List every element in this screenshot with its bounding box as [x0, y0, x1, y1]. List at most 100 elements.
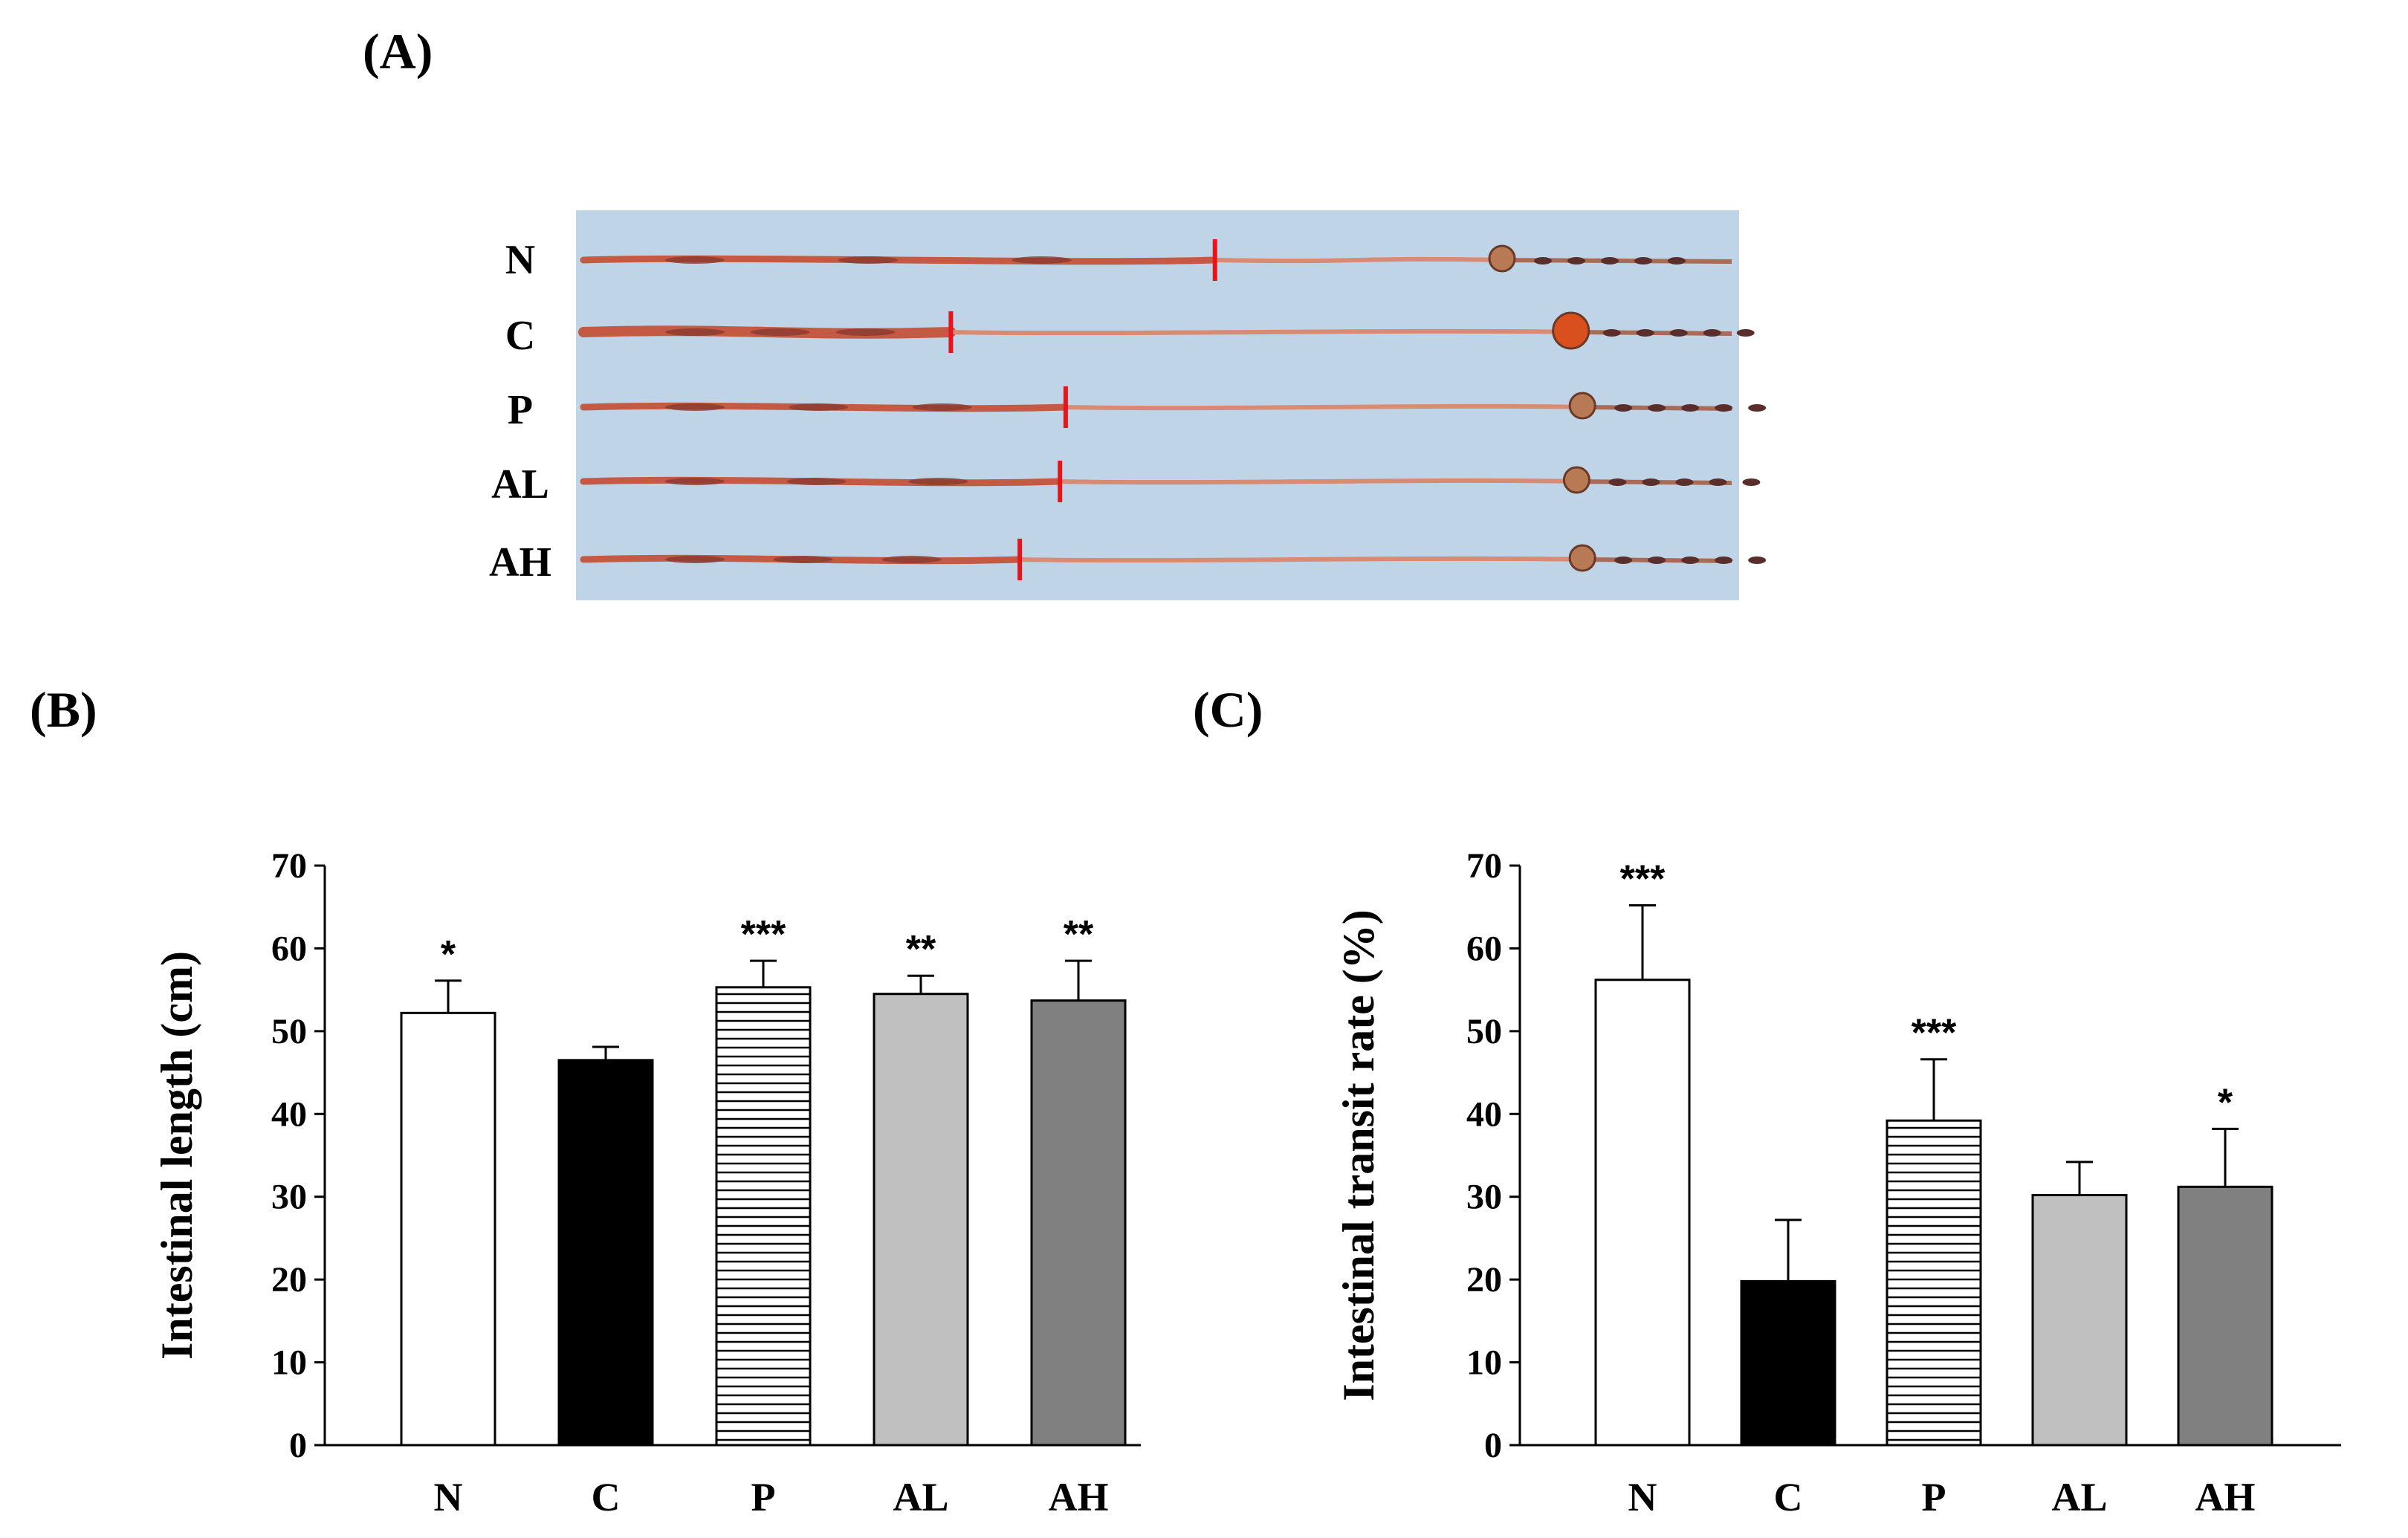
content-patch: [665, 478, 725, 485]
x-tick-label-b-ah: AH: [1049, 1475, 1109, 1519]
x-tick-label-c-n: N: [1628, 1475, 1657, 1519]
fecal-pellet: [1709, 478, 1727, 486]
bar-c-c: [1740, 1279, 1836, 1447]
y-tick-label-c: 50: [1466, 1012, 1502, 1051]
content-patch: [908, 478, 968, 485]
intestine-distal-n: [1214, 256, 1503, 264]
content-patch: [789, 403, 849, 411]
content-patch: [838, 256, 899, 264]
panel-c-letter: (C): [1193, 681, 1263, 738]
fecal-pellet: [1736, 329, 1755, 337]
y-tick-label-c: 10: [1466, 1343, 1502, 1383]
row-label-ah: AH: [489, 539, 551, 585]
x-tick-label-c-p: P: [1922, 1475, 1946, 1519]
panel-a-photo: [576, 210, 1767, 600]
content-patch: [786, 478, 847, 485]
intestine-strip-p: [580, 386, 1767, 428]
row-label-p: P: [508, 387, 533, 433]
fecal-pellet: [1648, 404, 1666, 412]
y-tick-label-b: 50: [271, 1012, 307, 1051]
x-tick-label-b-c: C: [592, 1475, 621, 1519]
cecum-al: [1562, 466, 1590, 494]
fecal-pellet: [1681, 404, 1700, 412]
fecal-pellet: [1748, 404, 1767, 412]
fecal-pellet: [1715, 557, 1733, 564]
intestine-strip-n: [580, 239, 1732, 281]
bar-b-ah: [1030, 999, 1127, 1447]
bar-c-p: [1886, 1119, 1982, 1447]
intestine-proximal-n: [580, 255, 1219, 265]
significance-b-ah: **: [1064, 913, 1094, 956]
fecal-pellet: [1648, 557, 1666, 564]
intestine-distal-p: [1065, 403, 1583, 411]
y-tick-label-c: 0: [1484, 1426, 1502, 1465]
x-tick-label-b-n: N: [434, 1475, 463, 1519]
x-tick-label-c-al: AL: [2051, 1475, 2107, 1519]
y-tick-label-c: 70: [1466, 846, 1502, 886]
cecum-n: [1488, 244, 1516, 273]
significance-b-p: ***: [741, 913, 786, 956]
fecal-pellet: [1636, 329, 1654, 337]
significance-c-n: ***: [1620, 857, 1666, 901]
fecal-pellet: [1614, 404, 1633, 412]
panel-b-letter: (B): [30, 681, 97, 738]
y-tick-label-b: 30: [271, 1178, 307, 1217]
chart-b: 0 10 20 30 40 50 60 70 Intestinal length (cm) * N C…: [152, 846, 1141, 1519]
intestine-strip-c: [578, 311, 1755, 353]
bar-c-ah: [2177, 1185, 2273, 1447]
x-tick-label-b-al: AL: [893, 1475, 948, 1519]
panel-a-letter: (A): [363, 23, 433, 80]
content-patch: [750, 328, 810, 336]
bar-b-al: [873, 993, 969, 1447]
fecal-pellet: [1703, 329, 1721, 337]
row-label-c: C: [505, 313, 535, 359]
fecal-pellet: [1642, 478, 1660, 486]
bar-b-n: [400, 1011, 496, 1447]
significance-b-n: *: [441, 933, 456, 976]
y-tick-label-b: 0: [289, 1426, 307, 1465]
y-axis-label-b: Intestinal length (cm): [152, 951, 201, 1360]
row-label-n: N: [505, 237, 535, 283]
fecal-pellet: [1634, 257, 1652, 265]
cecum-c: [1552, 311, 1590, 350]
cecum-ah: [1568, 544, 1596, 572]
bar-b-c: [557, 1059, 654, 1447]
row-label-al: AL: [491, 461, 549, 507]
fecal-pellet: [1567, 257, 1585, 265]
content-patch: [1012, 256, 1072, 264]
fecal-pellet: [1742, 478, 1761, 486]
bar-c-al: [2031, 1193, 2128, 1447]
fecal-pellet: [1601, 257, 1619, 265]
content-patch: [665, 556, 725, 563]
content-patch: [912, 403, 972, 411]
y-tick-label-c: 20: [1466, 1260, 1502, 1299]
intestine-distal-ah: [1020, 556, 1583, 563]
fecal-pellet: [1608, 478, 1627, 486]
intestine-distal-c: [951, 328, 1571, 336]
fecal-pellet: [1748, 557, 1767, 564]
significance-c-p: ***: [1912, 1012, 1957, 1055]
significance-b-al: **: [906, 928, 936, 971]
chart-c: 0 10 20 30 40 50 60 70 Intestinal transit rate (…: [1334, 846, 2341, 1519]
content-patch: [773, 556, 833, 563]
content-patch: [881, 556, 942, 563]
y-tick-label-c: 60: [1466, 929, 1502, 968]
bar-c-n: [1594, 979, 1691, 1447]
y-tick-label-b: 40: [271, 1094, 307, 1134]
bar-b-p: [715, 986, 812, 1447]
fecal-pellet: [1668, 257, 1686, 265]
y-tick-label-b: 60: [271, 929, 307, 968]
y-tick-label-c: 30: [1466, 1178, 1502, 1217]
content-patch: [665, 256, 725, 264]
y-tick-label-b: 10: [271, 1343, 307, 1383]
fecal-pellet: [1534, 257, 1552, 265]
x-tick-label-c-ah: AH: [2195, 1475, 2256, 1519]
panel-a-row-labels: N C P AL AH: [489, 237, 551, 585]
fecal-pellet: [1614, 557, 1633, 564]
content-patch: [665, 403, 725, 411]
y-tick-label-b: 70: [271, 846, 307, 886]
y-tick-label-c: 40: [1466, 1094, 1502, 1134]
fecal-pellet: [1669, 329, 1688, 337]
significance-c-ah: *: [2218, 1081, 2233, 1124]
